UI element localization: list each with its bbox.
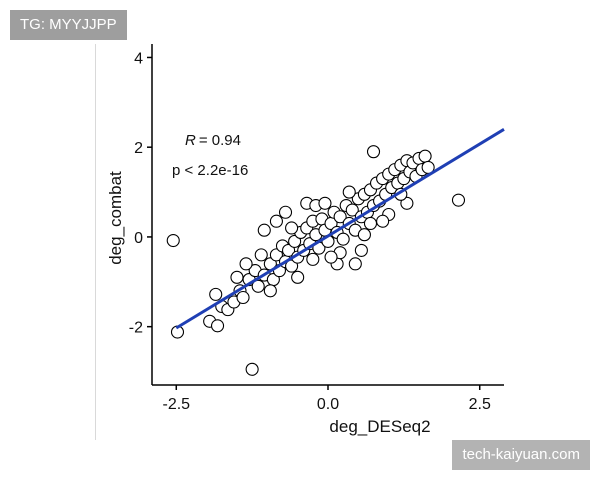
x-tick-label: 0.0: [317, 396, 339, 413]
scatter-point: [288, 234, 302, 248]
scatter-point: [251, 279, 265, 293]
scatter-point: [318, 196, 332, 210]
scatter-point: [245, 362, 259, 376]
scatter-point: [291, 270, 305, 284]
regression-line: [175, 128, 505, 330]
scatter-point: [333, 210, 347, 224]
scatter-point: [336, 232, 350, 246]
p-annotation: p < 2.2e-16: [172, 162, 248, 179]
x-ticks: -2.5 0.0 2.5: [162, 385, 491, 413]
scatter-point: [282, 243, 296, 257]
scatter-point: [342, 185, 356, 199]
scatter-point: [269, 248, 283, 262]
y-tick-label: -2: [129, 320, 143, 337]
scatter-point: [269, 214, 283, 228]
scatter-point: [166, 233, 180, 248]
scatter-point: [376, 214, 390, 228]
points-layer: [166, 145, 466, 376]
scatter-point: [230, 270, 244, 284]
scatter-point: [254, 248, 268, 262]
y-tick-label: 0: [134, 230, 143, 247]
scatter-point: [366, 145, 381, 159]
scatter-point: [363, 216, 378, 231]
y-axis-title: deg_combat: [106, 171, 125, 265]
x-tick-label: 2.5: [469, 396, 491, 413]
scatter-point: [421, 160, 435, 174]
y-ticks: -2 0 2 4: [129, 50, 152, 337]
scatter-point: [354, 243, 368, 257]
scatter-point: [357, 228, 371, 242]
y-tick-label: 4: [134, 50, 143, 67]
scatter-point: [257, 223, 271, 237]
y-tick-label: 2: [134, 140, 143, 157]
scatter-point: [239, 257, 253, 271]
scatter-point: [285, 221, 299, 235]
divider: [95, 44, 96, 440]
scatter-point: [210, 319, 225, 333]
scatter-point: [236, 290, 250, 305]
x-axis-title: deg_DESeq2: [329, 417, 430, 436]
r-annotation: R = 0.94: [185, 132, 241, 149]
scatter-point: [263, 284, 277, 298]
scatter-point: [418, 149, 432, 163]
scatter-point: [324, 250, 338, 264]
scatter-point: [451, 193, 466, 207]
scatter-point: [345, 203, 359, 217]
scatter-point: [306, 252, 320, 266]
watermark-label: tech-kaiyuan.com: [452, 440, 590, 470]
tag-label: TG: MYYJJPP: [10, 10, 127, 40]
scatter-point: [209, 287, 223, 301]
scatter-point: [278, 205, 293, 219]
scatter-point: [348, 257, 362, 271]
x-tick-label: -2.5: [162, 396, 190, 413]
scatter-point: [285, 259, 299, 273]
scatter-point: [400, 196, 414, 210]
